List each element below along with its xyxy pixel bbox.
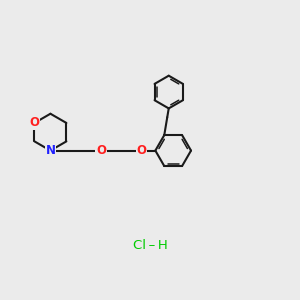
- Text: O: O: [29, 116, 40, 130]
- Text: O: O: [136, 144, 146, 157]
- Text: O: O: [96, 144, 106, 157]
- Text: N: N: [45, 144, 56, 157]
- Text: Cl – H: Cl – H: [133, 238, 167, 252]
